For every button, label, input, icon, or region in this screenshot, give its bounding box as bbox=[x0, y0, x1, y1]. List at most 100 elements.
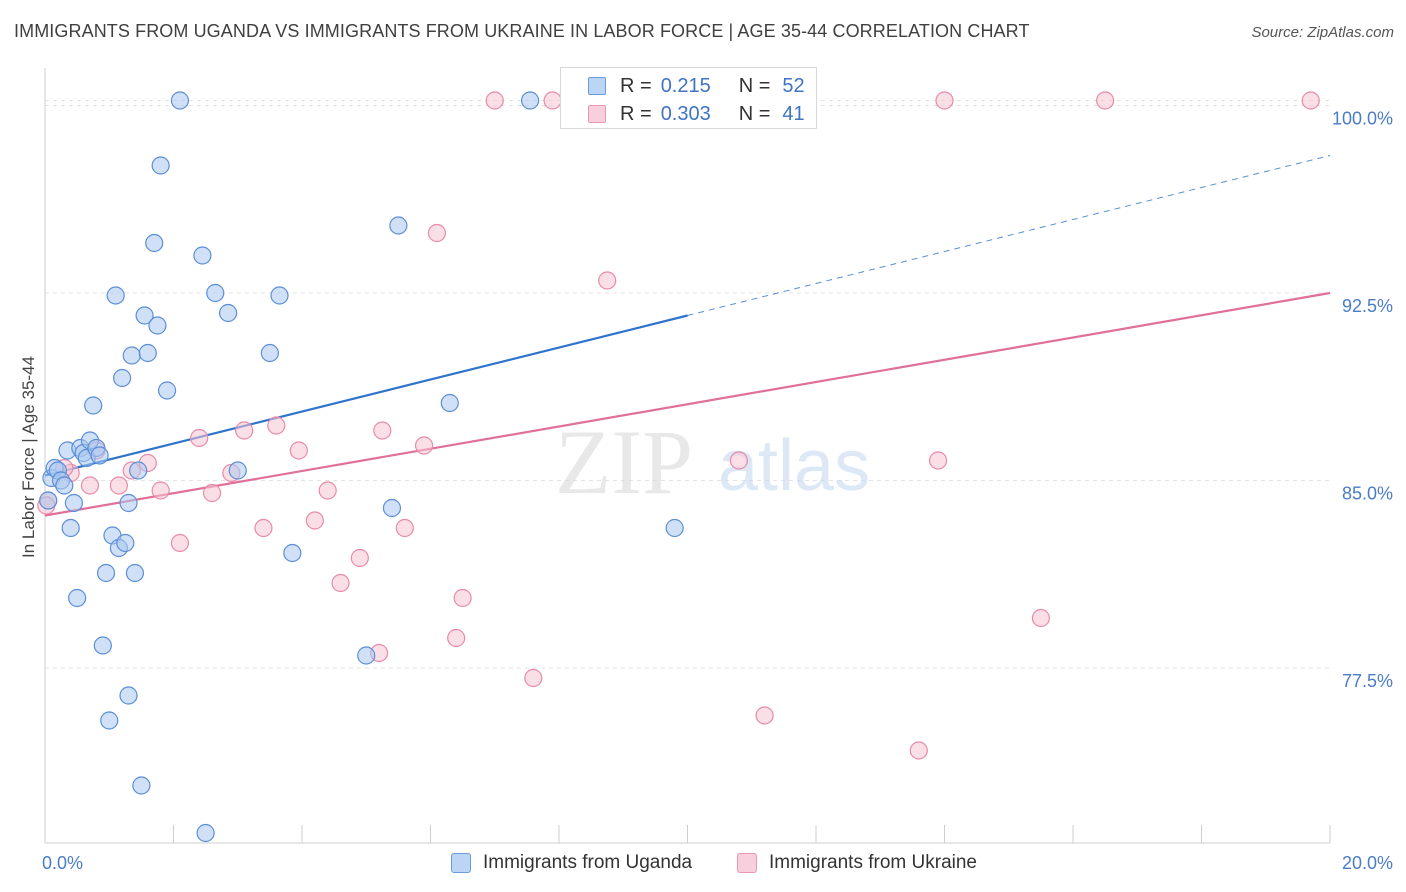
ukraine-r-value: 0.303 bbox=[660, 102, 711, 125]
legend-ukraine-swatch bbox=[737, 853, 757, 873]
uganda-point-45[interactable] bbox=[357, 646, 376, 665]
ukraine-point-13[interactable] bbox=[254, 518, 273, 538]
uganda-point-32[interactable] bbox=[145, 233, 164, 253]
ukraine-point-22[interactable] bbox=[395, 518, 414, 538]
uganda-point-27[interactable] bbox=[125, 563, 145, 583]
uganda-point-38[interactable] bbox=[196, 823, 215, 843]
uganda-point-24[interactable] bbox=[119, 686, 138, 705]
uganda-point-43[interactable] bbox=[270, 286, 289, 305]
uganda-point-25[interactable] bbox=[119, 493, 138, 513]
chart-source: Source: ZipAtlas.com bbox=[1251, 24, 1394, 41]
uganda-point-42[interactable] bbox=[260, 343, 279, 363]
uganda-point-33[interactable] bbox=[148, 316, 167, 335]
uganda-point-31[interactable] bbox=[138, 343, 157, 363]
uganda-point-4[interactable] bbox=[55, 476, 74, 495]
ukraine-point-34[interactable] bbox=[928, 451, 948, 470]
watermark: ZIP atlas bbox=[555, 411, 870, 513]
ukraine-point-21[interactable] bbox=[373, 421, 392, 440]
y-axis-label: In Labor Force | Age 35-44 bbox=[19, 356, 38, 558]
grid-lines bbox=[45, 100, 1330, 669]
chart-title: IMMIGRANTS FROM UGANDA VS IMMIGRANTS FRO… bbox=[14, 21, 1030, 41]
legend-item-ukraine[interactable]: Immigrants from Ukraine bbox=[737, 852, 977, 874]
legend-uganda-label: Immigrants from Uganda bbox=[483, 852, 693, 873]
uganda-point-37[interactable] bbox=[193, 246, 212, 265]
trend-lines bbox=[44, 155, 1331, 517]
y-tick-label-0: 77.5% bbox=[1342, 671, 1393, 691]
x-tick-labels: 0.0% 20.0% bbox=[42, 853, 1393, 873]
uganda-n-value: 52 bbox=[782, 74, 805, 97]
ukraine-point-24[interactable] bbox=[427, 223, 447, 243]
trend-line-uganda bbox=[44, 314, 688, 477]
uganda-point-48[interactable] bbox=[440, 393, 459, 413]
legend-item-uganda[interactable]: Immigrants from Uganda bbox=[451, 852, 692, 874]
ukraine-point-8[interactable] bbox=[170, 533, 190, 553]
ukraine-point-4[interactable] bbox=[109, 476, 128, 495]
trend-line-ukraine bbox=[44, 291, 1331, 517]
x-tick-label-min: 0.0% bbox=[42, 853, 83, 873]
uganda-point-36[interactable] bbox=[170, 91, 190, 110]
uganda-point-15[interactable] bbox=[90, 446, 109, 465]
ukraine-swatch bbox=[588, 105, 606, 123]
uganda-r-label: R = bbox=[620, 74, 652, 97]
uganda-point-8[interactable] bbox=[68, 588, 87, 608]
uganda-point-26[interactable] bbox=[122, 346, 141, 365]
ukraine-point-35[interactable] bbox=[935, 91, 954, 110]
ukraine-point-12[interactable] bbox=[235, 421, 254, 440]
uganda-point-17[interactable] bbox=[96, 563, 116, 583]
ukraine-point-7[interactable] bbox=[151, 481, 170, 500]
ukraine-point-28[interactable] bbox=[524, 668, 543, 688]
uganda-point-28[interactable] bbox=[129, 461, 148, 480]
uganda-point-30[interactable] bbox=[135, 306, 154, 325]
uganda-point-34[interactable] bbox=[151, 156, 170, 175]
ukraine-point-26[interactable] bbox=[453, 588, 472, 608]
ukraine-point-19[interactable] bbox=[350, 548, 369, 568]
ukraine-point-27[interactable] bbox=[485, 91, 504, 110]
uganda-point-44[interactable] bbox=[283, 543, 302, 563]
ukraine-n-label: N = bbox=[738, 102, 771, 125]
uganda-point-23[interactable] bbox=[116, 533, 135, 553]
uganda-point-16[interactable] bbox=[93, 636, 112, 655]
ukraine-point-31[interactable] bbox=[729, 451, 749, 470]
uganda-point-40[interactable] bbox=[219, 303, 238, 323]
ukraine-point-36[interactable] bbox=[1031, 608, 1050, 628]
stats-legend: R = 0.215 N = 52 R = 0.303 N = 41 bbox=[560, 67, 817, 129]
ukraine-point-14[interactable] bbox=[267, 416, 286, 435]
uganda-point-35[interactable] bbox=[157, 381, 177, 400]
uganda-point-22[interactable] bbox=[112, 368, 132, 388]
uganda-point-29[interactable] bbox=[132, 776, 151, 795]
ukraine-point-9[interactable] bbox=[190, 428, 209, 448]
uganda-point-51[interactable] bbox=[39, 491, 58, 510]
x-tick-marks bbox=[173, 825, 1331, 843]
ukraine-point-18[interactable] bbox=[331, 573, 350, 593]
ukraine-point-25[interactable] bbox=[447, 628, 466, 648]
uganda-point-41[interactable] bbox=[228, 461, 247, 480]
ukraine-point-38[interactable] bbox=[1301, 91, 1320, 110]
uganda-point-39[interactable] bbox=[206, 283, 225, 303]
ukraine-point-10[interactable] bbox=[202, 483, 222, 503]
watermark-zip: ZIP bbox=[555, 411, 693, 513]
ukraine-point-33[interactable] bbox=[909, 741, 928, 760]
ukraine-point-2[interactable] bbox=[80, 476, 100, 495]
ukraine-point-23[interactable] bbox=[414, 436, 434, 455]
y-tick-label-3: 100.0% bbox=[1332, 109, 1393, 129]
uganda-point-13[interactable] bbox=[84, 396, 103, 415]
ukraine-point-32[interactable] bbox=[755, 706, 774, 725]
ukraine-point-16[interactable] bbox=[305, 511, 324, 530]
uganda-point-7[interactable] bbox=[64, 493, 84, 513]
y-tick-labels: 77.5% 85.0% 92.5% 100.0% bbox=[1332, 109, 1393, 692]
ukraine-point-29[interactable] bbox=[543, 91, 562, 110]
uganda-point-47[interactable] bbox=[389, 216, 408, 235]
y-tick-label-1: 85.0% bbox=[1342, 484, 1393, 504]
uganda-point-20[interactable] bbox=[106, 286, 125, 305]
uganda-point-6[interactable] bbox=[61, 518, 80, 538]
uganda-point-49[interactable] bbox=[520, 91, 540, 110]
uganda-point-46[interactable] bbox=[382, 498, 402, 518]
stats-legend-row-uganda: R = 0.215 N = 52 bbox=[561, 71, 805, 101]
ukraine-point-30[interactable] bbox=[598, 271, 617, 290]
ukraine-point-15[interactable] bbox=[289, 441, 308, 460]
ukraine-point-17[interactable] bbox=[318, 481, 337, 500]
ukraine-point-37[interactable] bbox=[1096, 91, 1115, 110]
uganda-point-50[interactable] bbox=[665, 518, 684, 538]
uganda-n-label: N = bbox=[738, 74, 771, 97]
uganda-point-18[interactable] bbox=[100, 711, 119, 730]
